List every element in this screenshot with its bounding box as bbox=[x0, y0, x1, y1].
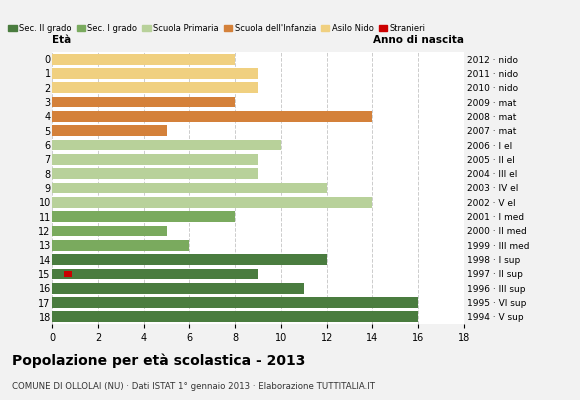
Bar bbox=[52, 297, 418, 308]
Bar bbox=[52, 111, 372, 122]
Bar bbox=[64, 271, 72, 277]
Bar bbox=[52, 254, 327, 265]
Text: Età: Età bbox=[52, 35, 71, 45]
Bar bbox=[52, 97, 235, 108]
Bar bbox=[52, 140, 281, 150]
Text: Popolazione per età scolastica - 2013: Popolazione per età scolastica - 2013 bbox=[12, 354, 305, 368]
Bar bbox=[52, 226, 166, 236]
Bar bbox=[52, 125, 166, 136]
Text: Anno di nascita: Anno di nascita bbox=[373, 35, 464, 45]
Bar bbox=[52, 240, 190, 251]
Text: COMUNE DI OLLOLAI (NU) · Dati ISTAT 1° gennaio 2013 · Elaborazione TUTTITALIA.IT: COMUNE DI OLLOLAI (NU) · Dati ISTAT 1° g… bbox=[12, 382, 375, 391]
Bar bbox=[52, 54, 235, 64]
Bar bbox=[52, 197, 372, 208]
Bar bbox=[52, 168, 258, 179]
Bar bbox=[52, 183, 327, 193]
Bar bbox=[52, 154, 258, 165]
Bar bbox=[52, 268, 258, 279]
Legend: Sec. II grado, Sec. I grado, Scuola Primaria, Scuola dell'Infanzia, Asilo Nido, : Sec. II grado, Sec. I grado, Scuola Prim… bbox=[5, 21, 429, 36]
Bar bbox=[52, 211, 235, 222]
Bar bbox=[52, 312, 418, 322]
Bar bbox=[52, 283, 304, 294]
Bar bbox=[52, 68, 258, 79]
Bar bbox=[52, 82, 258, 93]
